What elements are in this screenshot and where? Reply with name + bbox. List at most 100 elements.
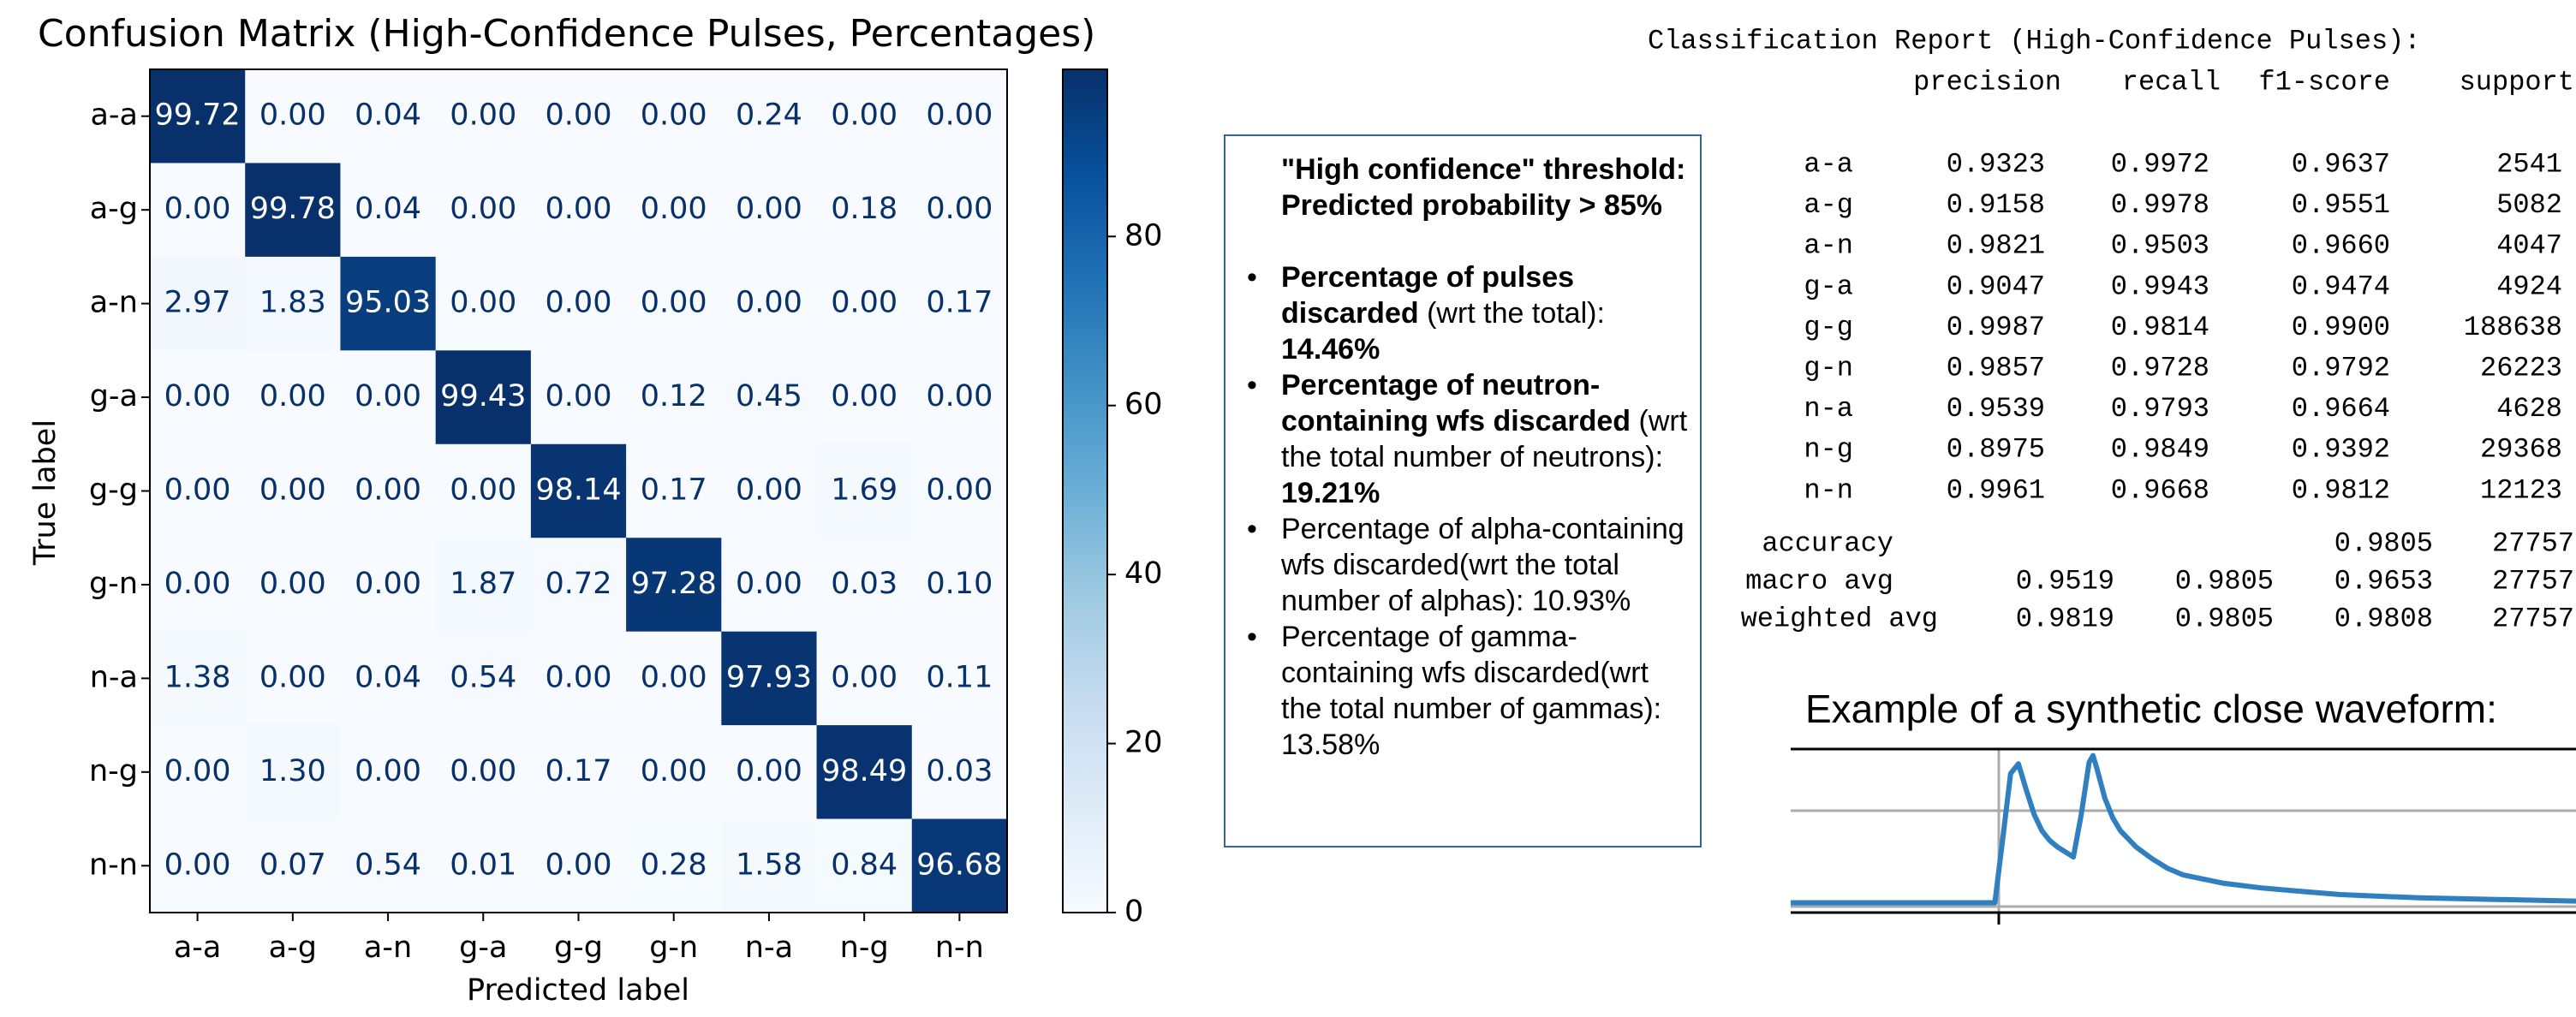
cell-label: 1.87 [450, 567, 516, 601]
x-tick-label: a-a [174, 931, 222, 965]
heatmap-cell [435, 163, 532, 258]
report-cell: 27757 [2492, 527, 2574, 559]
heatmap-cell [340, 350, 437, 445]
report-cell: 4628 [2496, 393, 2562, 425]
note-bullet: Percentage of neutron-containing wfs dis… [1247, 367, 1690, 511]
x-tick-label: n-g [840, 931, 889, 965]
heatmap-cell [626, 163, 722, 258]
report-cell: 0.9805 [2175, 565, 2274, 597]
heatmap-cell [150, 818, 246, 913]
cell-label: 98.14 [535, 473, 621, 508]
report-header: precision [1913, 66, 2061, 98]
cell-label: 0.00 [831, 286, 897, 320]
x-tick-label: n-n [935, 931, 984, 965]
heatmap-cell [150, 725, 246, 820]
cell-label: 0.00 [831, 98, 897, 133]
colorbar-tick-label: 20 [1124, 726, 1163, 760]
note-text: Percentage of alpha-containing wfs disca… [1281, 513, 1685, 617]
cell-label: 0.24 [736, 98, 802, 133]
cell-label: 0.17 [641, 473, 707, 508]
report-cell: a-a [1804, 148, 1853, 180]
heatmap-cell [245, 256, 341, 351]
cell-label: 0.00 [450, 473, 516, 508]
heatmap-cell [245, 725, 341, 820]
report-cell: g-a [1804, 271, 1853, 302]
heatmap-cell [150, 538, 246, 633]
cell-label: 0.00 [164, 192, 231, 226]
report-cell: 26223 [2480, 352, 2562, 384]
cell-label: 0.54 [355, 848, 421, 882]
report-cell: weighted avg [1741, 603, 1938, 634]
report-cell: 0.9987 [1947, 312, 2045, 343]
report-cell: 0.9793 [2111, 393, 2209, 425]
cell-label: 0.00 [450, 192, 516, 226]
heatmap-cell [340, 256, 437, 351]
cell-label: 0.17 [926, 286, 993, 320]
heatmap-cell [911, 350, 1008, 445]
cell-label: 0.00 [450, 754, 516, 788]
heatmap-cell [340, 538, 437, 633]
cell-label: 96.68 [916, 848, 1002, 882]
waveform-title: Example of a synthetic close waveform: [1805, 687, 2497, 731]
report-cell: 0.8975 [1947, 434, 2045, 466]
cell-label: 97.93 [726, 660, 812, 694]
heatmap-cell [911, 538, 1008, 633]
cell-label: 0.00 [450, 286, 516, 320]
x-tick-label: n-a [745, 931, 793, 965]
cell-label: 2.97 [164, 286, 231, 320]
report-cell: 0.9943 [2111, 271, 2209, 302]
cell-label: 0.00 [926, 473, 993, 508]
heatmap-cell [435, 631, 532, 726]
report-cell: 0.9323 [1947, 148, 2045, 180]
heatmap-cell [626, 69, 722, 164]
heatmap-cell [150, 69, 246, 164]
heatmap-cell [435, 256, 532, 351]
x-tick-label: a-n [364, 931, 412, 965]
cell-label: 0.00 [641, 98, 707, 133]
heatmap-cell [721, 538, 818, 633]
x-axis-label: Predicted label [467, 973, 689, 1008]
cell-label: 0.00 [259, 567, 326, 601]
report-cell: g-n [1804, 352, 1853, 384]
cell-label: 0.00 [641, 660, 707, 694]
heatmap-cell [150, 443, 246, 538]
heatmap-cell [530, 163, 627, 258]
note-list: Percentage of pulses discarded (wrt the … [1247, 259, 1690, 763]
report-cell: 29368 [2480, 434, 2562, 466]
cell-label: 0.00 [736, 473, 802, 508]
y-tick-label: a-a [90, 98, 138, 133]
y-tick-label: a-n [90, 286, 138, 320]
colorbar-tick-label: 0 [1124, 895, 1143, 929]
cell-label: 99.43 [440, 379, 526, 413]
heatmap-cell [435, 69, 532, 164]
report-cell: 0.9158 [1947, 189, 2045, 221]
heatmap-cell [626, 443, 722, 538]
y-tick-label: n-n [89, 848, 138, 882]
cell-label: 0.00 [831, 379, 897, 413]
note-bullet: Percentage of pulses discarded (wrt the … [1247, 259, 1690, 367]
cell-label: 1.69 [831, 473, 897, 508]
cell-label: 0.00 [259, 660, 326, 694]
heatmap-cell [816, 631, 913, 726]
heatmap-cell [911, 818, 1008, 913]
cell-label: 0.28 [641, 848, 707, 882]
report-cell: 0.9849 [2111, 434, 2209, 466]
heatmap-cell [340, 163, 437, 258]
note-text: (wrt the total number of neutrons): [1281, 405, 1688, 473]
report-cell: 0.9900 [2292, 312, 2390, 343]
heatmap-cell [245, 538, 341, 633]
y-tick-label: a-g [90, 192, 138, 226]
heatmap-cell [626, 538, 722, 633]
heatmap-cell [340, 631, 437, 726]
report-header: support [2460, 66, 2574, 98]
report-cell: 0.9728 [2111, 352, 2209, 384]
note-text: (wrt the total): [1418, 297, 1605, 330]
report-cell: 4047 [2496, 230, 2562, 262]
report-cell: 0.9474 [2292, 271, 2390, 302]
heatmap-cell [911, 443, 1008, 538]
heatmap-title: Confusion Matrix (High-Confidence Pulses… [38, 12, 1095, 56]
report-cell: 0.9805 [2175, 603, 2274, 634]
heatmap-cell [721, 631, 818, 726]
